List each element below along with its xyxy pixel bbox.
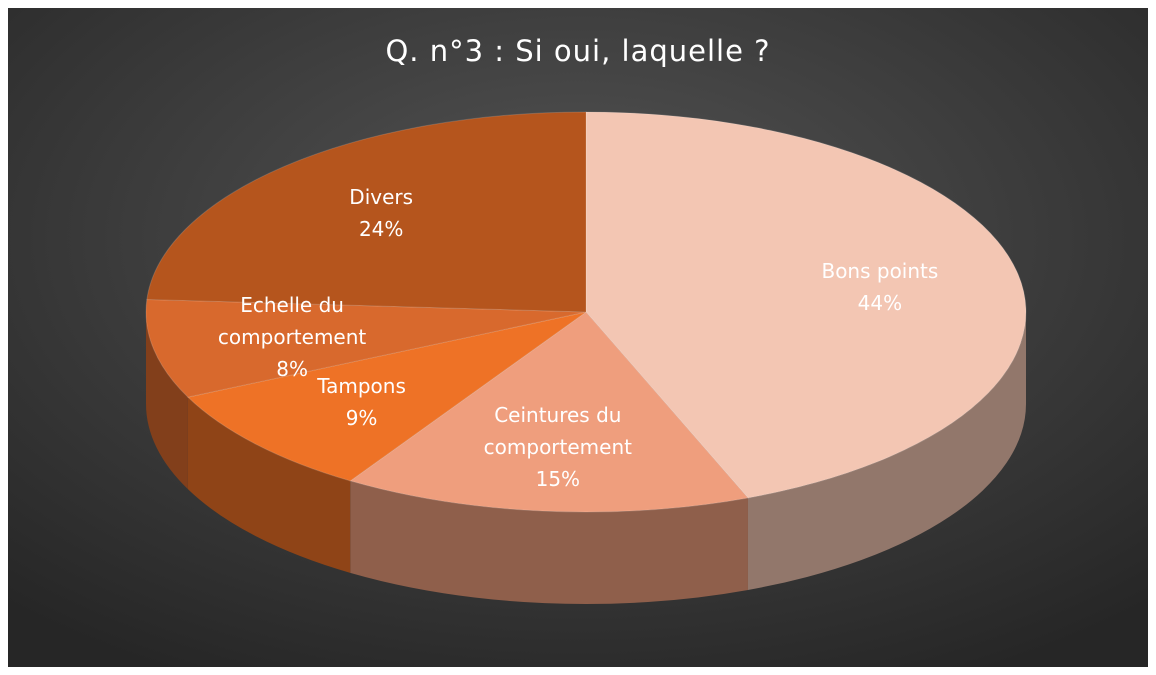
- slice-value: 9%: [345, 405, 378, 430]
- slice-value: 8%: [276, 357, 308, 382]
- slice-value: 15%: [535, 467, 581, 492]
- slice-side: [747, 312, 1026, 590]
- slice: [585, 111, 1027, 499]
- slice-side: [146, 312, 188, 490]
- data-label: Echelle du comportement 8%: [202, 289, 382, 385]
- slice-value: 44%: [857, 290, 903, 315]
- slice-name: Echelle du comportement: [217, 293, 367, 350]
- slice-side: [187, 397, 351, 573]
- slice-name: Divers: [349, 184, 414, 209]
- slice: [146, 111, 587, 313]
- data-label: Tampons 9%: [202, 370, 522, 434]
- slice-name: Ceintures du comportement: [483, 403, 632, 460]
- chart-title: Q. n°3 : Si oui, laquelle ?: [385, 34, 771, 68]
- slice: [186, 311, 587, 482]
- slice-name: Tampons: [317, 373, 406, 398]
- data-label: Bons points 44%: [720, 255, 1040, 319]
- data-label: Divers 24%: [221, 181, 541, 245]
- slice: [349, 311, 749, 513]
- slice-side: [350, 480, 748, 605]
- data-label: Ceintures du comportement 15%: [468, 399, 648, 495]
- slice: [145, 298, 587, 398]
- slice-name: Bons points: [821, 258, 939, 283]
- slice-value: 24%: [358, 216, 404, 241]
